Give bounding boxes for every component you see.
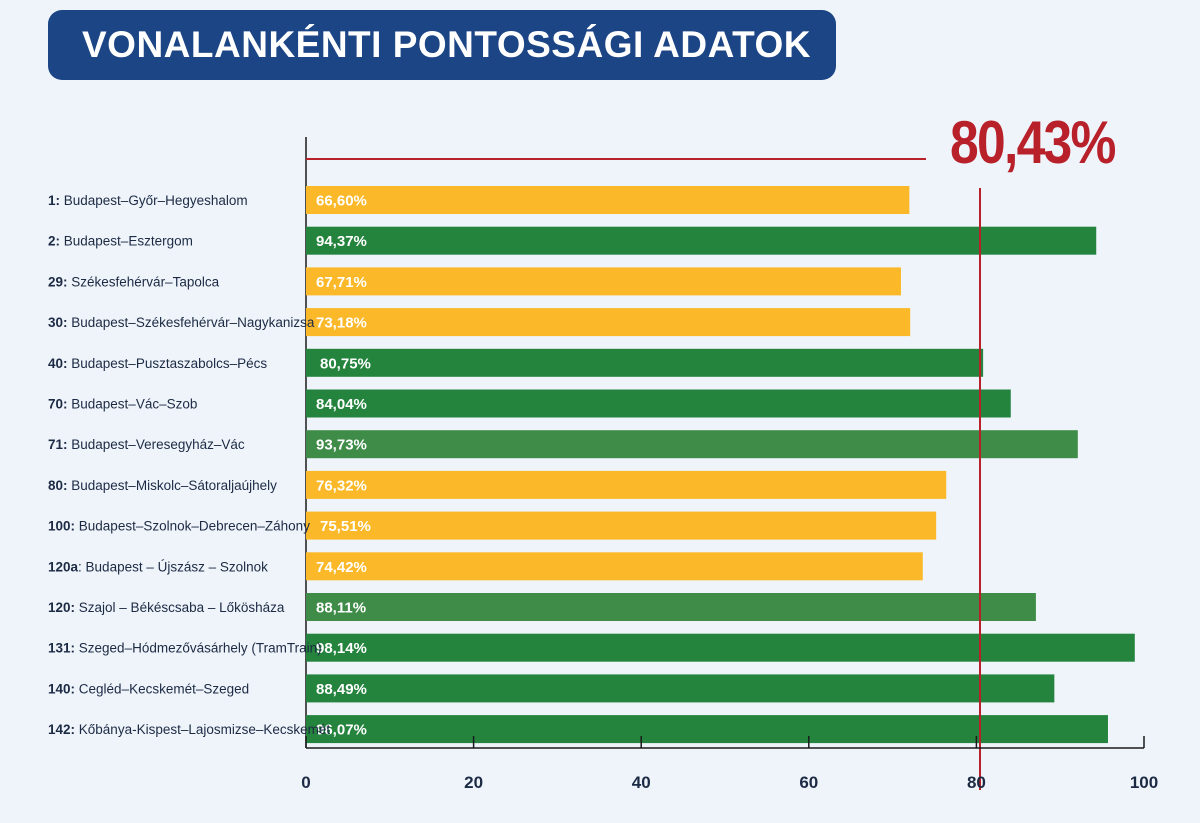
category-label: 2: Budapest–Esztergom	[48, 234, 193, 249]
bar	[306, 593, 1036, 621]
category-code: 120:	[48, 600, 75, 615]
category-code: 140:	[48, 681, 75, 696]
bar-value-label: 96,07%	[316, 722, 367, 739]
bar	[306, 267, 901, 296]
category-code: 1:	[48, 193, 60, 208]
category-label: 120a: Budapest – Újszász – Szolnok	[48, 559, 268, 574]
category-label: 100: Budapest–Szolnok–Debrecen–Záhony	[48, 519, 310, 534]
category-label: 29: Székesfehérvár–Tapolca	[48, 274, 220, 289]
category-code: 131:	[48, 641, 75, 656]
category-label: 1: Budapest–Győr–Hegyeshalom	[48, 193, 248, 208]
bar-value-label: 88,11%	[316, 600, 366, 617]
category-name: Budapest–Győr–Hegyeshalom	[60, 193, 248, 208]
category-name: Szajol – Békéscsaba – Lőkösháza	[75, 600, 285, 615]
bar	[306, 186, 910, 214]
category-code: 30:	[48, 315, 68, 330]
bar-value-label: 66,60%	[316, 193, 367, 210]
category-name: Budapest–Veresegyház–Vác	[68, 437, 245, 452]
bar	[306, 511, 937, 540]
bar	[306, 389, 1011, 418]
category-name: Szeged–Hódmezővásárhely (TramTrain)	[75, 641, 322, 656]
category-name: Budapest–Székesfehérvár–Nagykanizsa	[68, 315, 315, 330]
page-title: VONALANKÉNTI PONTOSSÁGI ADATOK	[82, 24, 812, 65]
category-code: 100:	[48, 519, 75, 534]
category-label: 80: Budapest–Miskolc–Sátoraljaújhely	[48, 478, 277, 493]
category-name: : Budapest – Újszász – Szolnok	[78, 559, 268, 574]
category-code: 142:	[48, 722, 75, 737]
title-banner: VONALANKÉNTI PONTOSSÁGI ADATOK	[48, 10, 836, 80]
bar-value-label: 67,71%	[316, 274, 367, 291]
category-name: Budapest–Vác–Szob	[68, 397, 198, 412]
bar	[306, 470, 947, 499]
bar	[306, 715, 1108, 744]
category-code: 80:	[48, 478, 68, 493]
category-label: 131: Szeged–Hódmezővásárhely (TramTrain)	[48, 641, 322, 656]
x-tick-label: 60	[799, 773, 818, 792]
category-label: 70: Budapest–Vác–Szob	[48, 397, 197, 412]
bar-value-label: 76,32%	[316, 477, 367, 494]
category-label: 120: Szajol – Békéscsaba – Lőkösháza	[48, 600, 285, 615]
category-name: Budapest–Miskolc–Sátoraljaújhely	[68, 478, 278, 493]
x-tick-label: 20	[464, 773, 483, 792]
category-name: Székesfehérvár–Tapolca	[68, 274, 220, 289]
bar	[306, 674, 1055, 703]
category-label: 71: Budapest–Veresegyház–Vác	[48, 437, 245, 452]
bar-value-label: 93,73%	[316, 437, 367, 454]
bar	[306, 430, 1078, 459]
category-code: 120a	[48, 559, 79, 574]
bar-value-label: 98,14%	[316, 640, 367, 657]
category-name: Cegléd–Kecskemét–Szeged	[75, 681, 249, 696]
category-name: Budapest–Szolnok–Debrecen–Záhony	[75, 519, 310, 534]
bar	[306, 633, 1135, 662]
category-name: Budapest–Pusztaszabolcs–Pécs	[68, 356, 268, 371]
category-label: 142: Kőbánya-Kispest–Lajosmizse–Kecskemé…	[48, 722, 330, 737]
bar	[306, 348, 984, 377]
category-code: 29:	[48, 274, 68, 289]
bar-value-label: 88,49%	[316, 681, 367, 698]
x-tick-label: 100	[1130, 773, 1158, 792]
bar-value-label: 94,37%	[316, 233, 367, 250]
category-label: 140: Cegléd–Kecskemét–Szeged	[48, 681, 249, 696]
bar-value-label: 84,04%	[316, 396, 367, 413]
bar	[306, 552, 923, 581]
category-code: 70:	[48, 397, 68, 412]
bar-value-label: 80,75%	[320, 355, 371, 372]
bar-value-label: 74,42%	[316, 559, 367, 576]
category-code: 71:	[48, 437, 68, 452]
bar	[306, 226, 1097, 255]
category-name: Budapest–Esztergom	[60, 234, 193, 249]
category-code: 40:	[48, 356, 68, 371]
x-tick-label: 80	[967, 773, 986, 792]
bar-value-label: 75,51%	[320, 518, 371, 535]
average-value-label: 80,43%	[950, 109, 1116, 176]
x-tick-label: 40	[632, 773, 651, 792]
bar	[306, 308, 911, 337]
category-name: Kőbánya-Kispest–Lajosmizse–Kecskemét	[75, 722, 330, 737]
bar-value-label: 73,18%	[316, 315, 367, 332]
category-code: 2:	[48, 234, 60, 249]
category-label: 40: Budapest–Pusztaszabolcs–Pécs	[48, 356, 267, 371]
category-label: 30: Budapest–Székesfehérvár–Nagykanizsa	[48, 315, 315, 330]
x-tick-label: 0	[301, 773, 310, 792]
